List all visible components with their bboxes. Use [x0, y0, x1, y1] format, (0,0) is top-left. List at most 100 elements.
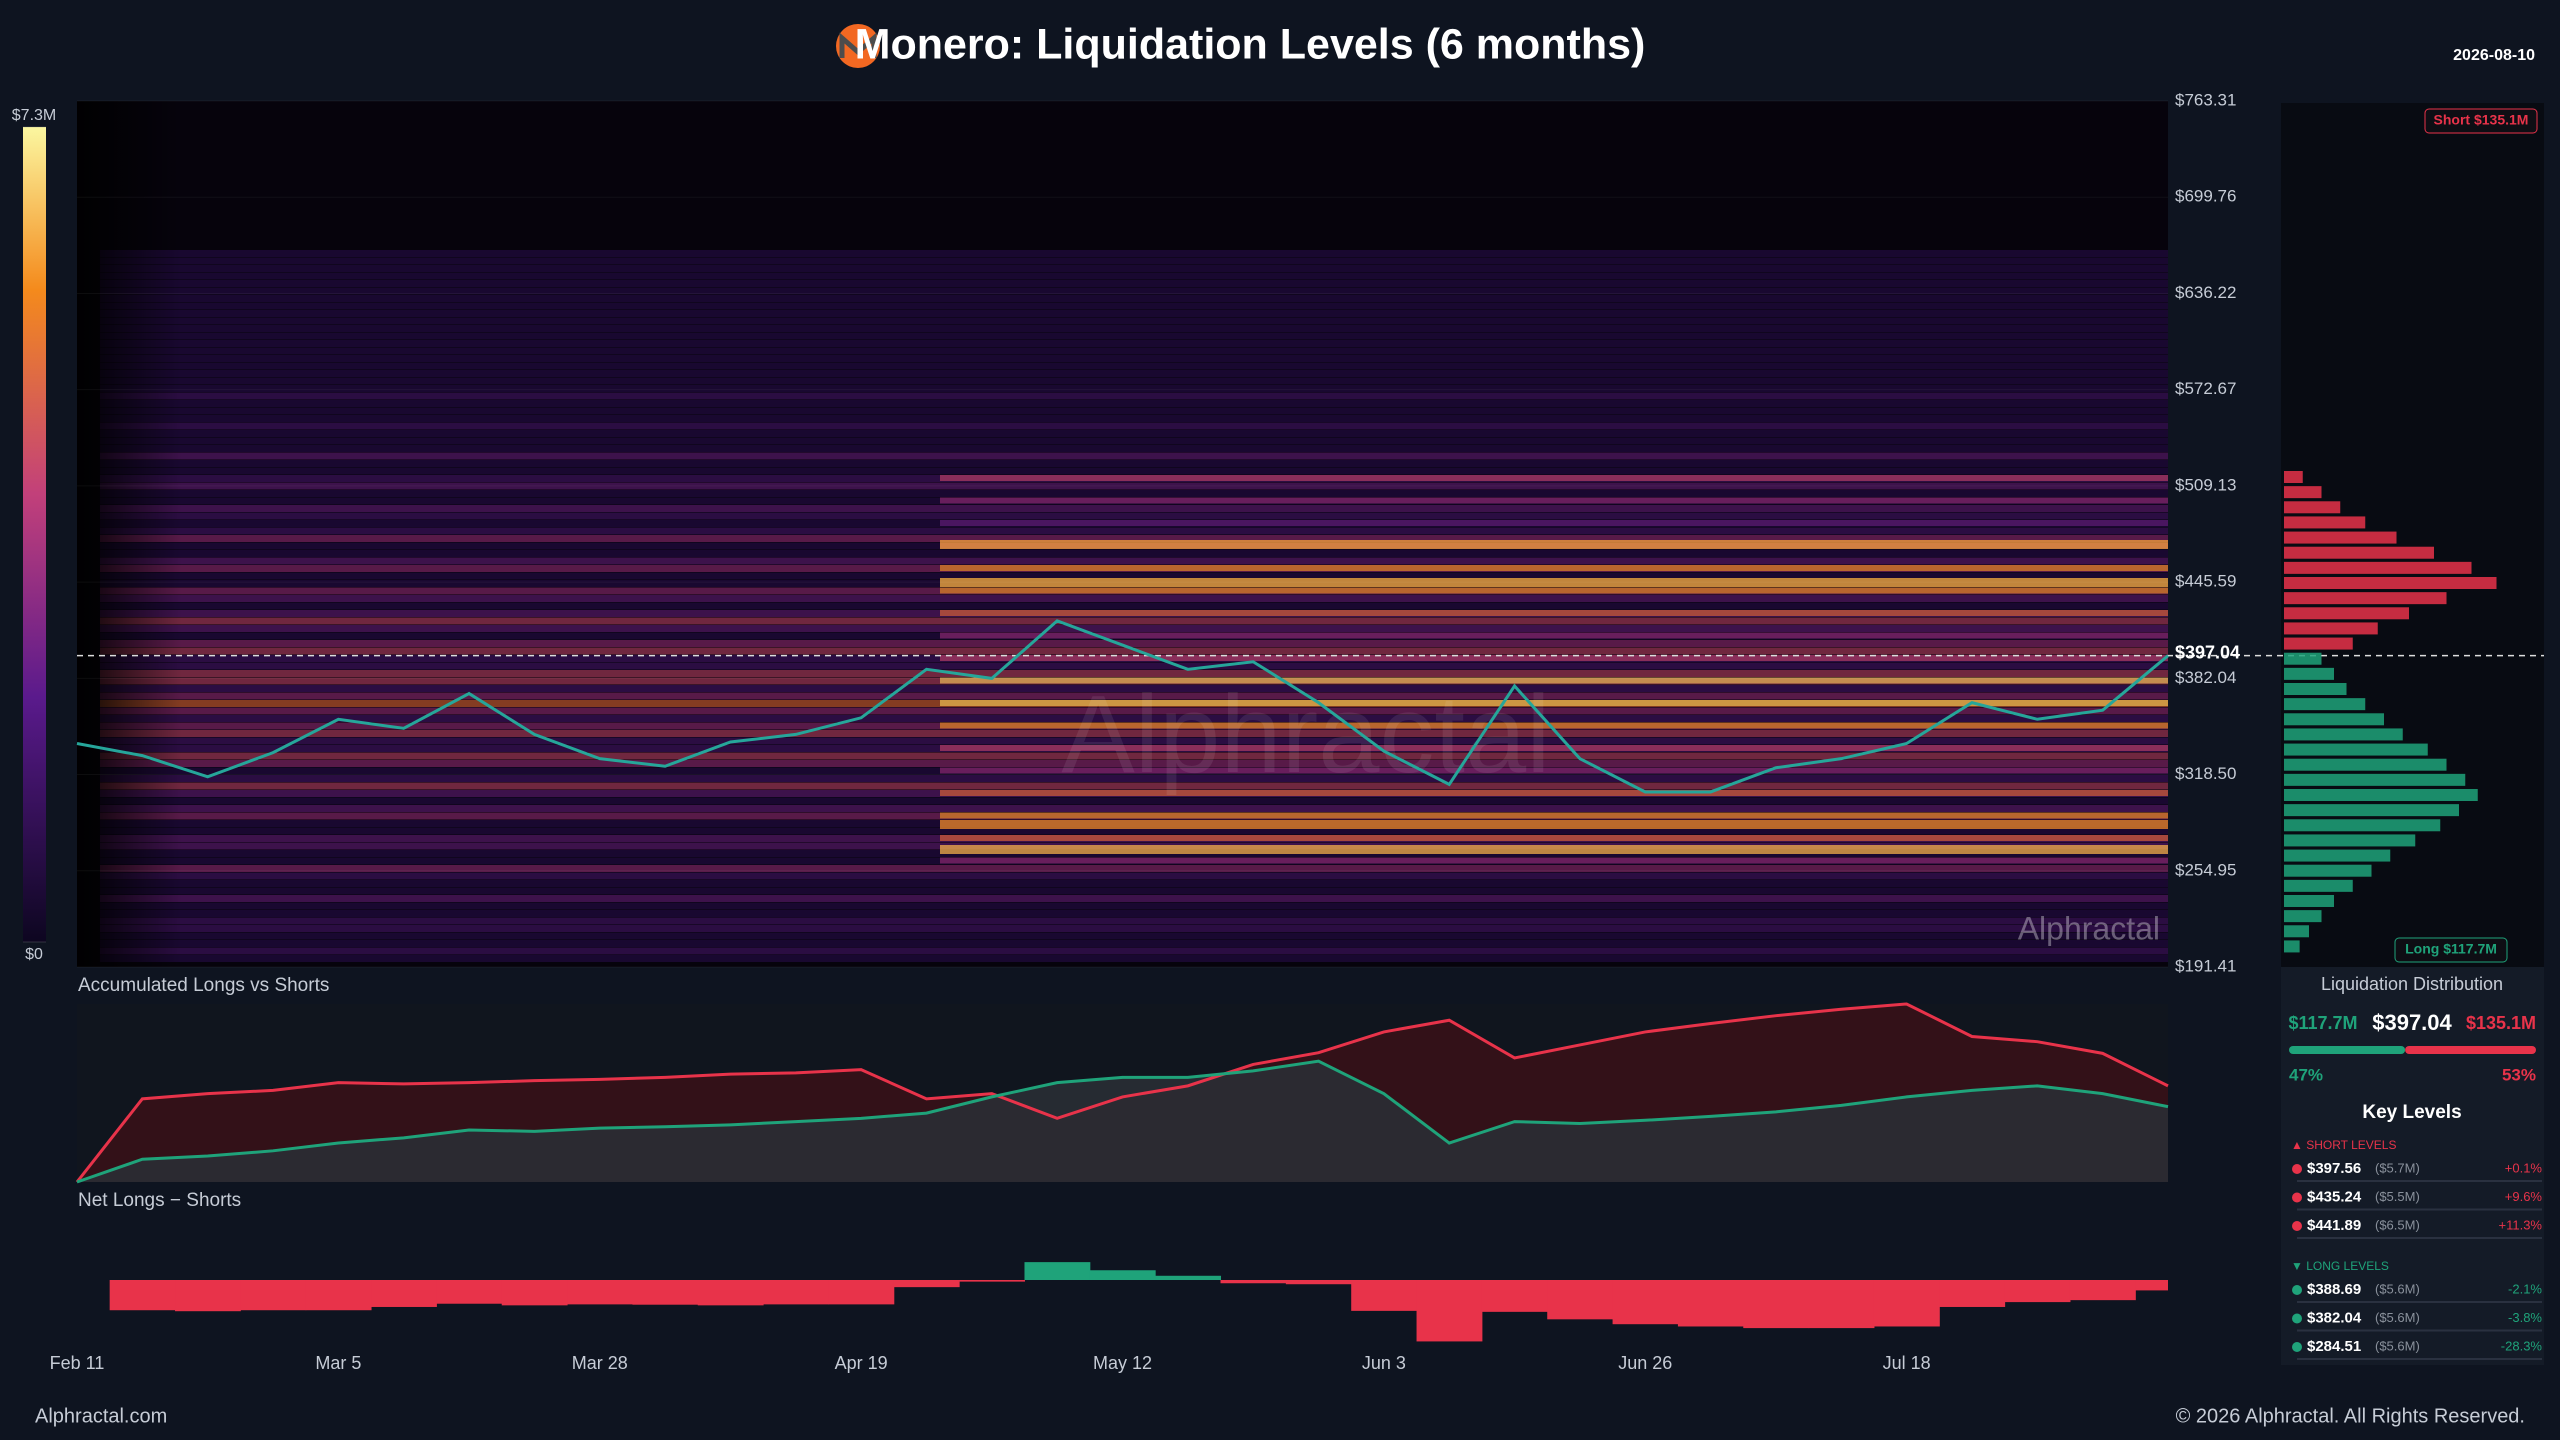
- short-box-label: Short $135.1M: [2434, 112, 2529, 128]
- distribution-title: Liquidation Distribution: [2321, 974, 2503, 994]
- distribution-bar: [2284, 592, 2447, 605]
- level-dot: [2292, 1313, 2302, 1324]
- distribution-bar: [2284, 940, 2300, 953]
- title: Monero: Liquidation Levels (6 months): [855, 20, 1646, 68]
- x-tick-label: Feb 11: [50, 1353, 105, 1373]
- level-dot: [2292, 1221, 2302, 1231]
- watermark: Alphractal: [1061, 673, 1550, 796]
- net-bar: [371, 1280, 437, 1307]
- net-bar: [632, 1280, 699, 1305]
- x-tick-label: Jul 18: [1883, 1353, 1931, 1373]
- price-tick-label: $636.22: [2175, 283, 2236, 302]
- ratio-label: 53%: [2502, 1065, 2536, 1084]
- level-dot: [2292, 1342, 2302, 1352]
- distribution-bar: [2284, 637, 2353, 650]
- distribution-bar: [2284, 804, 2459, 817]
- long-total: $117.7M: [2288, 1013, 2357, 1033]
- key-levels-title: Key Levels: [2362, 1102, 2461, 1123]
- area-line: [76, 1059, 2169, 1184]
- x-tick-label: May 12: [1093, 1353, 1152, 1373]
- price-tick-label: $509.13: [2175, 475, 2236, 494]
- level-size: ($6.5M): [2375, 1217, 2420, 1232]
- net-bar: [959, 1280, 1025, 1282]
- distribution-bar: [2284, 471, 2303, 484]
- distribution-bar: [2284, 652, 2322, 665]
- distribution-bar: [2284, 849, 2391, 862]
- distribution-bar: [2284, 486, 2322, 499]
- distribution-bar: [2284, 728, 2403, 741]
- net-bar: [1677, 1280, 1744, 1327]
- level-group-title: ▼ LONG LEVELS: [2291, 1259, 2389, 1273]
- distribution-bar: [2284, 698, 2366, 711]
- level-price: $284.51: [2307, 1338, 2361, 1355]
- net-bar: [1481, 1280, 1548, 1312]
- net-bar: [1808, 1280, 1875, 1329]
- distribution-bar: [2284, 773, 2466, 786]
- distribution-bar: [2284, 577, 2497, 590]
- distribution-bar: [2284, 879, 2353, 892]
- ratio-bar: [2405, 1046, 2536, 1054]
- distribution-bar: [2284, 788, 2478, 801]
- level-size: ($5.5M): [2375, 1189, 2420, 1204]
- distribution-bar: [2284, 834, 2416, 847]
- current-price-label: $397.04: [2175, 642, 2240, 662]
- price-tick-label: $254.95: [2175, 860, 2236, 879]
- distribution-bar: [2284, 910, 2322, 923]
- price-tick-label: $382.04: [2175, 668, 2236, 687]
- x-tick-label: Mar 5: [315, 1353, 361, 1373]
- level-size: ($5.6M): [2375, 1310, 2420, 1325]
- x-tick-label: Jun 26: [1618, 1353, 1672, 1373]
- x-tick-label: Jun 3: [1362, 1353, 1406, 1373]
- price-tick-label: $572.67: [2175, 379, 2236, 398]
- colorbar-label: $7.3M: [12, 107, 56, 124]
- long-box-label: Long $117.7M: [2405, 941, 2497, 957]
- level-change: +9.6%: [2505, 1189, 2543, 1204]
- net-bar: [305, 1280, 372, 1311]
- level-change: -2.1%: [2508, 1281, 2542, 1296]
- price-tick-label: $763.31: [2175, 90, 2236, 109]
- price-line: [76, 619, 2169, 794]
- level-price: $435.24: [2307, 1188, 2362, 1205]
- level-change: -3.8%: [2508, 1310, 2542, 1325]
- net-bar: [175, 1280, 241, 1312]
- ratio-bar: [2289, 1046, 2406, 1054]
- level-change: -28.3%: [2501, 1338, 2543, 1353]
- distribution-bar: [2284, 864, 2372, 877]
- watermark-small: Alphractal: [2018, 910, 2160, 946]
- level-size: ($5.6M): [2375, 1281, 2420, 1296]
- level-group-title: ▲ SHORT LEVELS: [2291, 1138, 2396, 1152]
- level-price: $382.04: [2307, 1309, 2362, 1326]
- colorbar: [23, 127, 46, 942]
- net-bar: [2135, 1280, 2168, 1291]
- level-price: $441.89: [2307, 1217, 2361, 1234]
- distribution-bar: [2284, 758, 2447, 771]
- net-bar: [567, 1280, 633, 1305]
- net-bar: [697, 1280, 764, 1306]
- level-dot: [2292, 1192, 2302, 1203]
- net-bar: [2004, 1280, 2071, 1303]
- area-fill: [77, 1061, 2168, 1182]
- net-bar: [1612, 1280, 1679, 1325]
- panel-title: Net Longs − Shorts: [78, 1190, 241, 1211]
- distribution-bar: [2284, 894, 2334, 907]
- ratio-label: 47%: [2289, 1065, 2323, 1084]
- distribution-bar: [2284, 546, 2434, 559]
- distribution-bar: [2284, 516, 2366, 529]
- long-box: [2394, 937, 2508, 963]
- net-bar: [1351, 1280, 1418, 1311]
- level-size: ($5.6M): [2375, 1338, 2420, 1353]
- price-tick-label: $445.59: [2175, 572, 2236, 591]
- distribution-bar: [2284, 607, 2409, 620]
- distribution-bar: [2284, 622, 2378, 635]
- date: 2026-08-10: [2453, 47, 2535, 64]
- price-tick-label: $191.41: [2175, 956, 2236, 975]
- heatmap-fade: [77, 101, 2168, 967]
- level-change: +0.1%: [2505, 1160, 2543, 1175]
- distribution-bar: [2284, 667, 2334, 680]
- net-bar: [1743, 1280, 1810, 1329]
- level-dot: [2292, 1285, 2302, 1295]
- x-tick-label: Apr 19: [835, 1353, 888, 1373]
- distribution-bar: [2284, 531, 2397, 544]
